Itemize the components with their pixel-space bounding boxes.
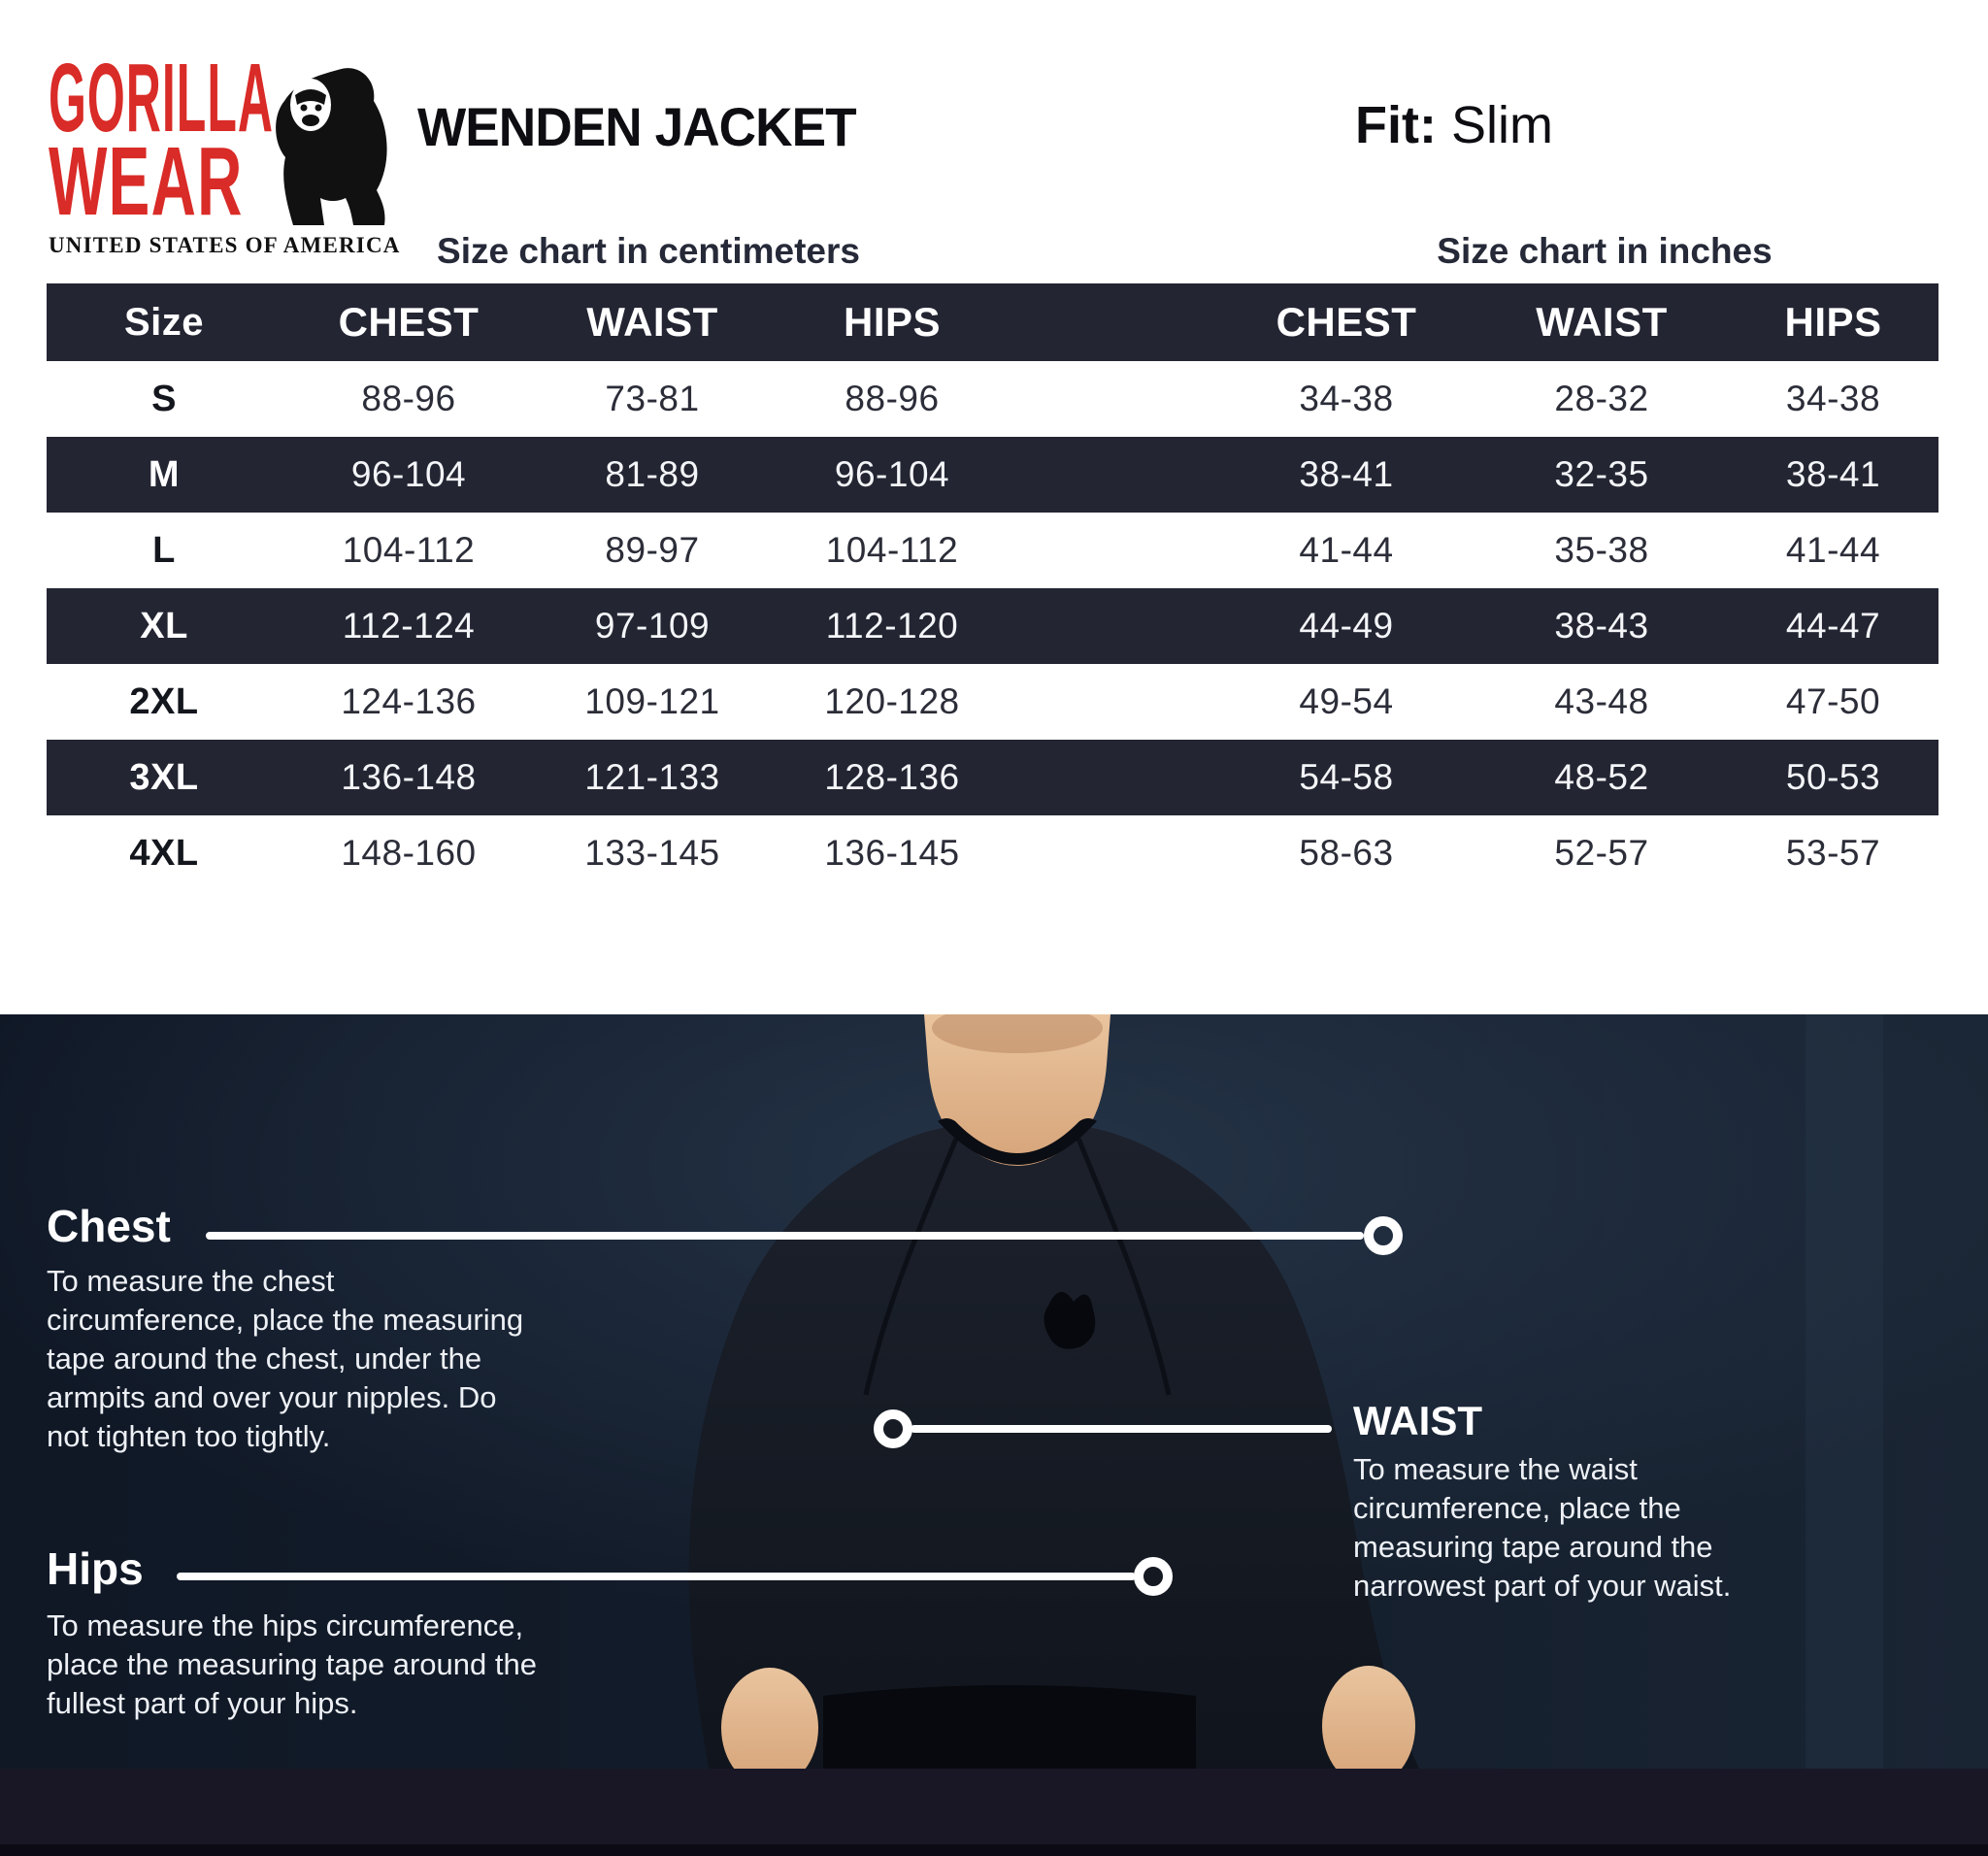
cm-waist-value: 109-121 <box>584 681 720 721</box>
in-waist-value: 48-52 <box>1554 757 1649 797</box>
cm-chest-value: 96-104 <box>350 454 467 494</box>
waist-point-marker <box>874 1409 912 1448</box>
in-chest-value: 44-49 <box>1299 606 1394 646</box>
fit-value: Slim <box>1450 96 1553 154</box>
size-label: 3XL <box>129 756 199 798</box>
cm-hips-value: 136-145 <box>824 833 960 873</box>
cm-hips-value: 96-104 <box>834 454 950 494</box>
size-chart-table: Size CHEST WAIST HIPS CHEST WAIST HIPS S… <box>47 283 1938 891</box>
in-hips-value: 34-38 <box>1785 379 1881 418</box>
cm-chart-title: Size chart in centimeters <box>437 231 860 271</box>
in-hips-value: 44-47 <box>1785 606 1881 646</box>
size-label: L <box>152 529 176 571</box>
cm-hips-value: 112-120 <box>825 606 959 646</box>
cm-hips-header: HIPS <box>843 299 942 345</box>
cm-waist-value: 89-97 <box>605 530 700 570</box>
brand-wordmark-line1: GORILLA <box>49 44 274 152</box>
size-column-header: Size <box>123 300 205 344</box>
table-row: M 96-104 81-89 96-104 38-41 32-35 38-41 <box>47 437 1938 513</box>
model-pants <box>823 1685 1196 1791</box>
cm-chest-value: 112-124 <box>342 606 476 646</box>
model-right-hand <box>1322 1666 1415 1786</box>
cm-chest-value: 124-136 <box>341 681 477 721</box>
in-waist-value: 38-43 <box>1554 606 1649 646</box>
in-waist-value: 32-35 <box>1554 454 1649 494</box>
cm-waist-value: 121-133 <box>584 757 720 797</box>
fit-label: Fit: <box>1355 96 1437 154</box>
in-waist-value: 43-48 <box>1554 681 1649 721</box>
in-hips-value: 53-57 <box>1785 833 1881 873</box>
in-waist-value: 52-57 <box>1554 833 1649 873</box>
hips-point-marker <box>1134 1557 1173 1596</box>
hips-measure-label: Hips <box>47 1543 144 1594</box>
chest-measure-label: Chest <box>47 1201 171 1251</box>
model-left-hand <box>721 1668 818 1788</box>
in-chest-value: 49-54 <box>1299 681 1394 721</box>
in-chest-value: 54-58 <box>1299 757 1394 797</box>
cm-hips-value: 128-136 <box>824 757 960 797</box>
brand-tagline: UNITED STATES OF AMERICA <box>49 233 401 257</box>
in-waist-value: 28-32 <box>1554 379 1649 418</box>
size-label: 4XL <box>129 832 199 874</box>
model-neck <box>924 1014 1110 1170</box>
chest-measure-description: To measure the chest circumference, plac… <box>47 1264 524 1453</box>
cm-chest-value: 88-96 <box>361 379 456 418</box>
cm-chest-value: 136-148 <box>341 757 477 797</box>
fit-info: Fit: Slim <box>1355 95 1553 155</box>
in-chest-header: CHEST <box>1276 299 1417 345</box>
in-hips-value: 41-44 <box>1785 530 1881 570</box>
waist-pointer-line <box>911 1425 1332 1433</box>
shirt-logo-mark <box>1044 1291 1096 1349</box>
in-chart-title: Size chart in inches <box>1437 231 1773 271</box>
cm-waist-header: WAIST <box>586 299 718 345</box>
in-hips-value: 47-50 <box>1785 681 1881 721</box>
cm-waist-value: 73-81 <box>605 379 700 418</box>
size-label: S <box>151 378 177 419</box>
table-row: 2XL 124-136 109-121 120-128 49-54 43-48 … <box>47 664 1938 740</box>
brand-wordmark-line2: WEAR <box>49 127 244 236</box>
cm-chest-value: 104-112 <box>342 530 476 570</box>
chest-point-marker <box>1364 1216 1403 1255</box>
table-row: XL 112-124 97-109 112-120 44-49 38-43 44… <box>47 588 1938 664</box>
table-row: 3XL 136-148 121-133 128-136 54-58 48-52 … <box>47 740 1938 815</box>
model-photo <box>0 1014 1988 1856</box>
hips-measure-description: To measure the hips circumference, place… <box>47 1608 537 1720</box>
table-body: S 88-96 73-81 88-96 34-38 28-32 34-38 M … <box>47 361 1938 891</box>
table-header-row: Size CHEST WAIST HIPS CHEST WAIST HIPS <box>47 283 1938 361</box>
in-hips-header: HIPS <box>1784 299 1882 345</box>
in-chest-value: 38-41 <box>1299 454 1394 494</box>
in-hips-value: 50-53 <box>1785 757 1881 797</box>
cm-chest-header: CHEST <box>338 299 480 345</box>
in-waist-value: 35-38 <box>1554 530 1649 570</box>
waist-measure-label: WAIST <box>1353 1398 1482 1443</box>
in-hips-value: 38-41 <box>1785 454 1881 494</box>
cm-waist-value: 97-109 <box>594 606 711 646</box>
in-waist-header: WAIST <box>1536 299 1668 345</box>
chest-pointer-line <box>206 1232 1364 1240</box>
cm-waist-value: 81-89 <box>605 454 700 494</box>
model-shirt <box>688 1127 1425 1856</box>
cm-hips-value: 88-96 <box>845 379 940 418</box>
measuring-guide-section <box>0 1014 1988 1856</box>
size-label: M <box>148 453 181 495</box>
cm-hips-value: 104-112 <box>825 530 959 570</box>
size-label: 2XL <box>129 680 199 722</box>
gorilla-icon <box>260 54 396 231</box>
footer-band <box>0 1769 1988 1856</box>
size-label: XL <box>140 605 188 646</box>
cm-chest-value: 148-160 <box>341 833 477 873</box>
in-chest-value: 41-44 <box>1299 530 1394 570</box>
waist-measure-description: To measure the waist circumference, plac… <box>1353 1452 1732 1603</box>
in-chest-value: 58-63 <box>1299 833 1394 873</box>
table-row: 4XL 148-160 133-145 136-145 58-63 52-57 … <box>47 815 1938 891</box>
in-chest-value: 34-38 <box>1299 379 1394 418</box>
cm-hips-value: 120-128 <box>824 681 960 721</box>
cm-waist-value: 133-145 <box>584 833 720 873</box>
hips-pointer-line <box>177 1573 1136 1580</box>
table-row: L 104-112 89-97 104-112 41-44 35-38 41-4… <box>47 513 1938 588</box>
page-title: WENDEN JACKET <box>417 96 857 157</box>
table-row: S 88-96 73-81 88-96 34-38 28-32 34-38 <box>47 361 1938 437</box>
